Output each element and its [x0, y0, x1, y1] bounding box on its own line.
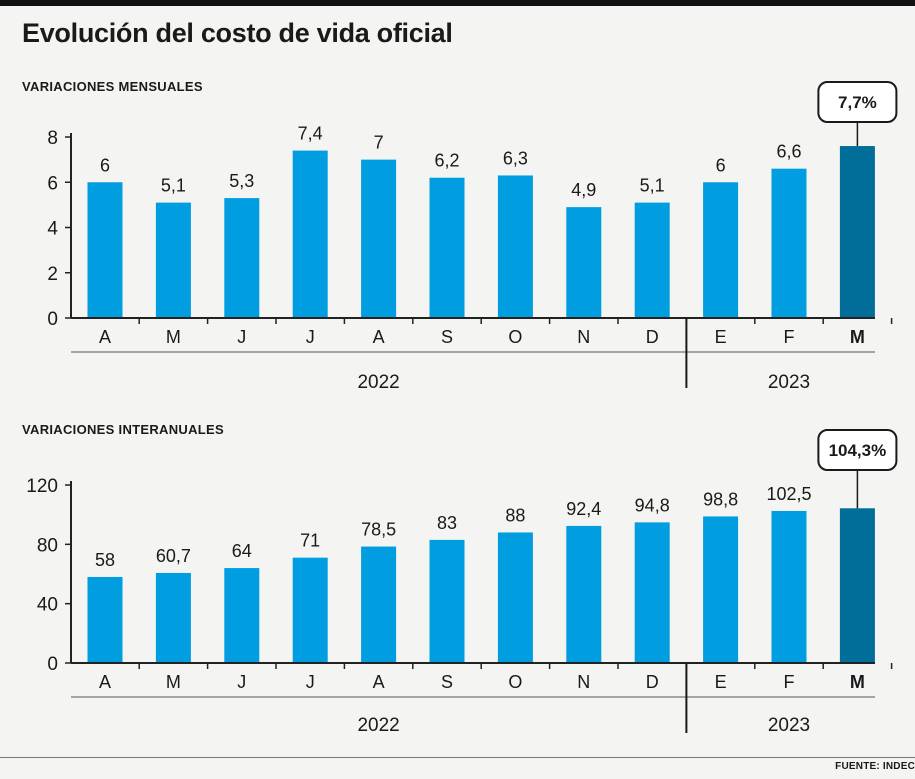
bar — [839, 508, 875, 663]
bar — [429, 539, 465, 663]
bar-value-label: 7 — [374, 133, 384, 153]
bar — [497, 175, 533, 318]
x-category-label: A — [99, 327, 111, 347]
x-category-label: J — [306, 672, 315, 692]
callout-box — [817, 429, 898, 471]
bar — [87, 576, 123, 663]
y-tick-label: 120 — [26, 476, 58, 497]
x-category-label: S — [441, 672, 453, 692]
x-category-label: J — [237, 672, 246, 692]
bar-value-label: 71 — [300, 531, 320, 551]
x-category-label: S — [441, 327, 453, 347]
x-category-label: A — [373, 327, 385, 347]
callout-value-label: 104,3% — [829, 441, 887, 460]
bar-value-label: 4,9 — [571, 180, 596, 200]
bar-value-label: 88 — [505, 505, 525, 525]
x-category-label: O — [508, 327, 522, 347]
bar — [429, 177, 465, 318]
x-category-label: A — [99, 672, 111, 692]
bar-value-label: 6,3 — [503, 148, 528, 168]
bottom-rule — [0, 757, 915, 758]
bar — [292, 150, 328, 318]
y-tick-label: 40 — [37, 595, 58, 616]
bar — [566, 525, 602, 663]
x-category-label: D — [646, 672, 659, 692]
bar — [771, 510, 807, 663]
bar-value-label: 78,5 — [361, 520, 396, 540]
bar — [497, 532, 533, 663]
bar-value-label: 6,2 — [434, 151, 459, 171]
bar — [703, 516, 739, 663]
bar — [224, 568, 260, 663]
bar — [87, 182, 123, 318]
bar — [292, 557, 328, 663]
bar-value-label: 6,6 — [776, 142, 801, 162]
x-category-label: J — [306, 327, 315, 347]
bar — [566, 207, 602, 318]
bar-value-label: 102,5 — [766, 484, 811, 504]
page-title: Evolución del costo de vida oficial — [22, 18, 453, 48]
bar-value-label: 5,3 — [229, 171, 254, 191]
chart-annual-title: VARIACIONES INTERANUALES — [22, 422, 224, 437]
chart-monthly-title: VARIACIONES MENSUALES — [22, 79, 203, 94]
bar-value-label: 83 — [437, 513, 457, 533]
callout-value-label: 7,7% — [838, 93, 877, 112]
x-category-label: M — [166, 327, 181, 347]
callout-box — [817, 81, 898, 123]
monthly-bar-chart: 0 2 4 6 8 6 5,1 5,3 7,4 7 6,2 6,3 4,9 5,1 6 6,6 7,7% A M J J… — [47, 81, 898, 393]
top-rule — [0, 0, 915, 6]
bar-value-label: 5,1 — [640, 176, 665, 196]
x-category-label: M — [850, 672, 865, 692]
year-group-label: 2023 — [768, 372, 810, 393]
bar-value-label: 64 — [232, 541, 252, 561]
bar — [634, 202, 670, 318]
y-tick-label: 0 — [47, 309, 58, 330]
bar-value-label: 94,8 — [635, 495, 670, 515]
bar-value-label: 92,4 — [566, 499, 601, 519]
bar — [224, 198, 260, 318]
x-category-label: E — [715, 327, 727, 347]
x-category-label: F — [784, 672, 795, 692]
x-category-label: D — [646, 327, 659, 347]
y-tick-label: 4 — [47, 219, 58, 240]
bar — [703, 182, 739, 318]
annual-bar-chart: 0 40 80 120 58 60,7 64 71 78,5 83 88 92,4 94,8 98,8 10… — [26, 429, 898, 736]
x-category-label: N — [577, 672, 590, 692]
bar-value-label: 6 — [100, 155, 110, 175]
bar-value-label: 98,8 — [703, 489, 738, 509]
y-tick-label: 6 — [47, 173, 58, 194]
x-category-label: N — [577, 327, 590, 347]
x-category-label: O — [508, 672, 522, 692]
bar — [155, 572, 191, 663]
bar — [361, 159, 397, 318]
bar — [634, 522, 670, 663]
bar-value-label: 7,4 — [298, 124, 323, 144]
bar-value-label: 5,1 — [161, 176, 186, 196]
bar — [771, 168, 807, 318]
y-tick-label: 80 — [37, 535, 58, 556]
year-group-label: 2023 — [768, 715, 810, 736]
x-category-label: J — [237, 327, 246, 347]
x-category-label: M — [166, 672, 181, 692]
x-category-label: E — [715, 672, 727, 692]
y-tick-label: 8 — [47, 128, 58, 149]
bar — [839, 146, 875, 318]
bar-value-label: 58 — [95, 550, 115, 570]
x-category-label: M — [850, 327, 865, 347]
y-tick-label: 2 — [47, 264, 58, 285]
year-group-label: 2022 — [357, 715, 399, 736]
y-tick-label: 0 — [47, 654, 58, 675]
bar — [361, 546, 397, 663]
x-category-label: F — [784, 327, 795, 347]
source-note: FUENTE: INDEC — [835, 761, 915, 772]
x-category-label: A — [373, 672, 385, 692]
bar-value-label: 6 — [716, 155, 726, 175]
bar — [155, 202, 191, 318]
bar-value-label: 60,7 — [156, 546, 191, 566]
year-group-label: 2022 — [357, 372, 399, 393]
